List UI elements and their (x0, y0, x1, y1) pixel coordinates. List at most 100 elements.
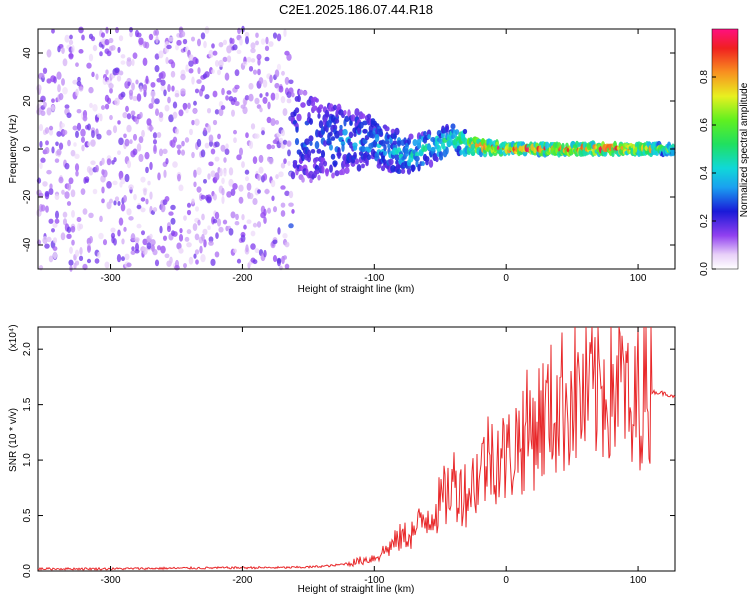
heatmap-cell (228, 178, 234, 187)
snr-y-label: SNR (10 * v/v) (8, 408, 19, 472)
heatmap-cell (330, 153, 336, 160)
heatmap-cell (88, 212, 94, 219)
heatmap-cell (283, 255, 287, 260)
heatmap-cell (262, 79, 268, 88)
heatmap-cell (250, 243, 256, 250)
heatmap-cell (196, 186, 202, 193)
heatmap-cell (178, 234, 184, 242)
heatmap-cell (208, 134, 214, 143)
heatmap-cell (76, 122, 82, 131)
heatmap-cell (214, 141, 220, 148)
heatmap-cell (114, 97, 120, 106)
heatmap-cell (124, 253, 130, 261)
heatmap-cell (87, 245, 91, 253)
heatmap-cell (194, 233, 200, 241)
x-tick-label: 0 (503, 575, 509, 586)
heatmap-cell (79, 247, 83, 255)
heatmap-cell (130, 110, 136, 116)
heatmap-cell (56, 148, 62, 156)
heatmap-cell (145, 198, 149, 205)
heatmap-cell (134, 249, 140, 254)
heatmap-cell (131, 82, 135, 91)
heatmap-cell (155, 29, 159, 36)
heatmap-cell (133, 193, 137, 201)
heatmap-cell (360, 113, 366, 119)
heatmap-cell (424, 155, 430, 163)
heatmap-cell (191, 151, 195, 159)
heatmap-cell (314, 169, 320, 175)
heatmap-cell (148, 33, 154, 41)
heatmap-cell (203, 178, 207, 184)
heatmap-cell (250, 230, 256, 237)
heatmap-cell (234, 84, 240, 90)
heatmap-cell (58, 176, 64, 184)
heatmap-cell (130, 250, 136, 256)
heatmap-cell (101, 32, 105, 38)
heatmap-cell (181, 140, 185, 147)
heatmap-cell (295, 126, 299, 133)
heatmap-cell (309, 141, 313, 146)
heatmap-cell (87, 141, 91, 147)
heatmap-cell (75, 88, 79, 97)
heatmap-cell (128, 184, 134, 190)
heatmap-cell (320, 150, 326, 159)
x-tick-label: -200 (232, 273, 252, 284)
heatmap-cell (150, 239, 156, 246)
heatmap-cell (126, 57, 132, 62)
heatmap-cell (165, 158, 169, 165)
heatmap-cell (341, 143, 345, 153)
heatmap-cell (214, 109, 220, 115)
heatmap-cell (294, 137, 300, 146)
heatmap-cell (207, 124, 211, 133)
heatmap-cell (212, 218, 218, 224)
heatmap-cell (280, 162, 286, 169)
heatmap-cell (147, 180, 151, 186)
heatmap-cell (62, 129, 68, 135)
heatmap-cell (236, 49, 242, 55)
heatmap-cell (252, 222, 258, 228)
heatmap-cell (99, 113, 103, 122)
heatmap-cell (298, 89, 304, 96)
heatmap-cell (66, 182, 72, 191)
heatmap-cell (191, 119, 195, 126)
heatmap-cell (68, 53, 74, 58)
heatmap-cell (109, 115, 113, 121)
heatmap-cell (425, 159, 429, 166)
heatmap-cell (158, 50, 164, 59)
heatmap-cell (148, 103, 154, 110)
heatmap-cell (51, 28, 55, 34)
heatmap-cell (421, 161, 425, 166)
heatmap-cell (288, 223, 294, 229)
heatmap-cell (174, 264, 180, 271)
heatmap-cell (178, 247, 184, 254)
heatmap-cell (267, 101, 271, 110)
heatmap-cell (52, 246, 58, 251)
heatmap-cell (284, 241, 290, 248)
heatmap-cell (264, 45, 270, 52)
heatmap-cell (203, 127, 207, 133)
heatmap-cell (294, 107, 300, 114)
heatmap-cell (46, 236, 52, 243)
heatmap-cell (183, 262, 187, 269)
heatmap-cell (263, 249, 267, 258)
heatmap-cell (90, 36, 96, 42)
heatmap-cell (66, 112, 72, 119)
heatmap-cell (202, 228, 208, 236)
heatmap-cell (265, 36, 269, 45)
heatmap-cell (66, 226, 72, 233)
heatmap-cell (41, 73, 45, 79)
heatmap-cell (81, 144, 85, 152)
heatmap-cell (38, 192, 44, 198)
heatmap-cell (153, 146, 157, 154)
heatmap-cell (64, 34, 70, 43)
heatmap-cell (336, 152, 342, 157)
heatmap-cell (144, 151, 150, 160)
heatmap-cell (331, 172, 335, 179)
heatmap-cell (90, 160, 96, 166)
heatmap-cell (280, 210, 286, 217)
heatmap-cell (51, 228, 55, 233)
heatmap-cell (235, 213, 239, 221)
heatmap-cell (216, 218, 222, 227)
heatmap-cell (152, 248, 158, 256)
heatmap-cell (393, 133, 397, 139)
